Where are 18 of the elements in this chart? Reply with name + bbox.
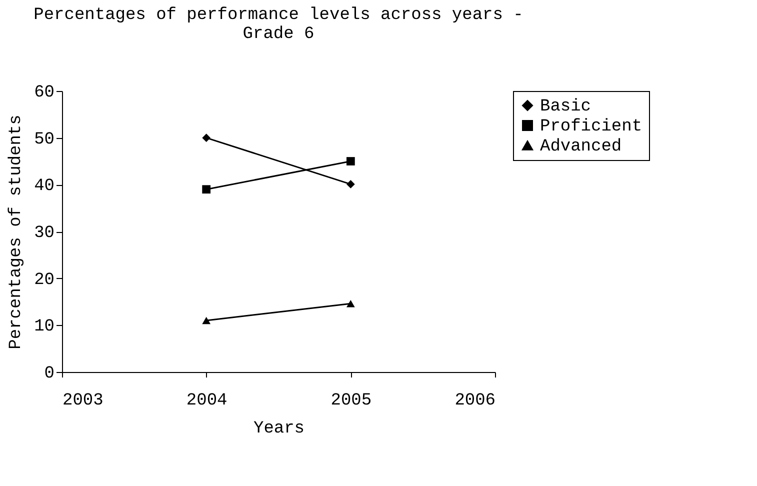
y-tick-label: 20 — [34, 270, 54, 290]
x-axis-title: Years — [253, 420, 305, 438]
x-tick-label: 2005 — [330, 392, 372, 410]
y-tick-label: 10 — [34, 318, 54, 337]
text: Grade 6 — [242, 25, 314, 44]
y-axis-title: Percentages of students — [7, 114, 26, 350]
y-tick-label: 0 — [44, 364, 54, 384]
legend-label: Basic — [540, 98, 592, 116]
y-tick-label: 40 — [34, 177, 54, 196]
x-tick-label: 2004 — [186, 392, 228, 410]
y-tick-label: 50 — [34, 130, 54, 150]
y-tick-label: 30 — [34, 224, 54, 243]
x-tick-label: 2006 — [454, 392, 496, 410]
text: Percentages of performance levels across years - — [34, 6, 524, 25]
y-tick-label: 60 — [34, 84, 54, 102]
x-tick-label: 2003 — [62, 392, 104, 410]
legend-label: Proficient — [540, 118, 642, 136]
legend-label: Advanced — [540, 138, 622, 156]
